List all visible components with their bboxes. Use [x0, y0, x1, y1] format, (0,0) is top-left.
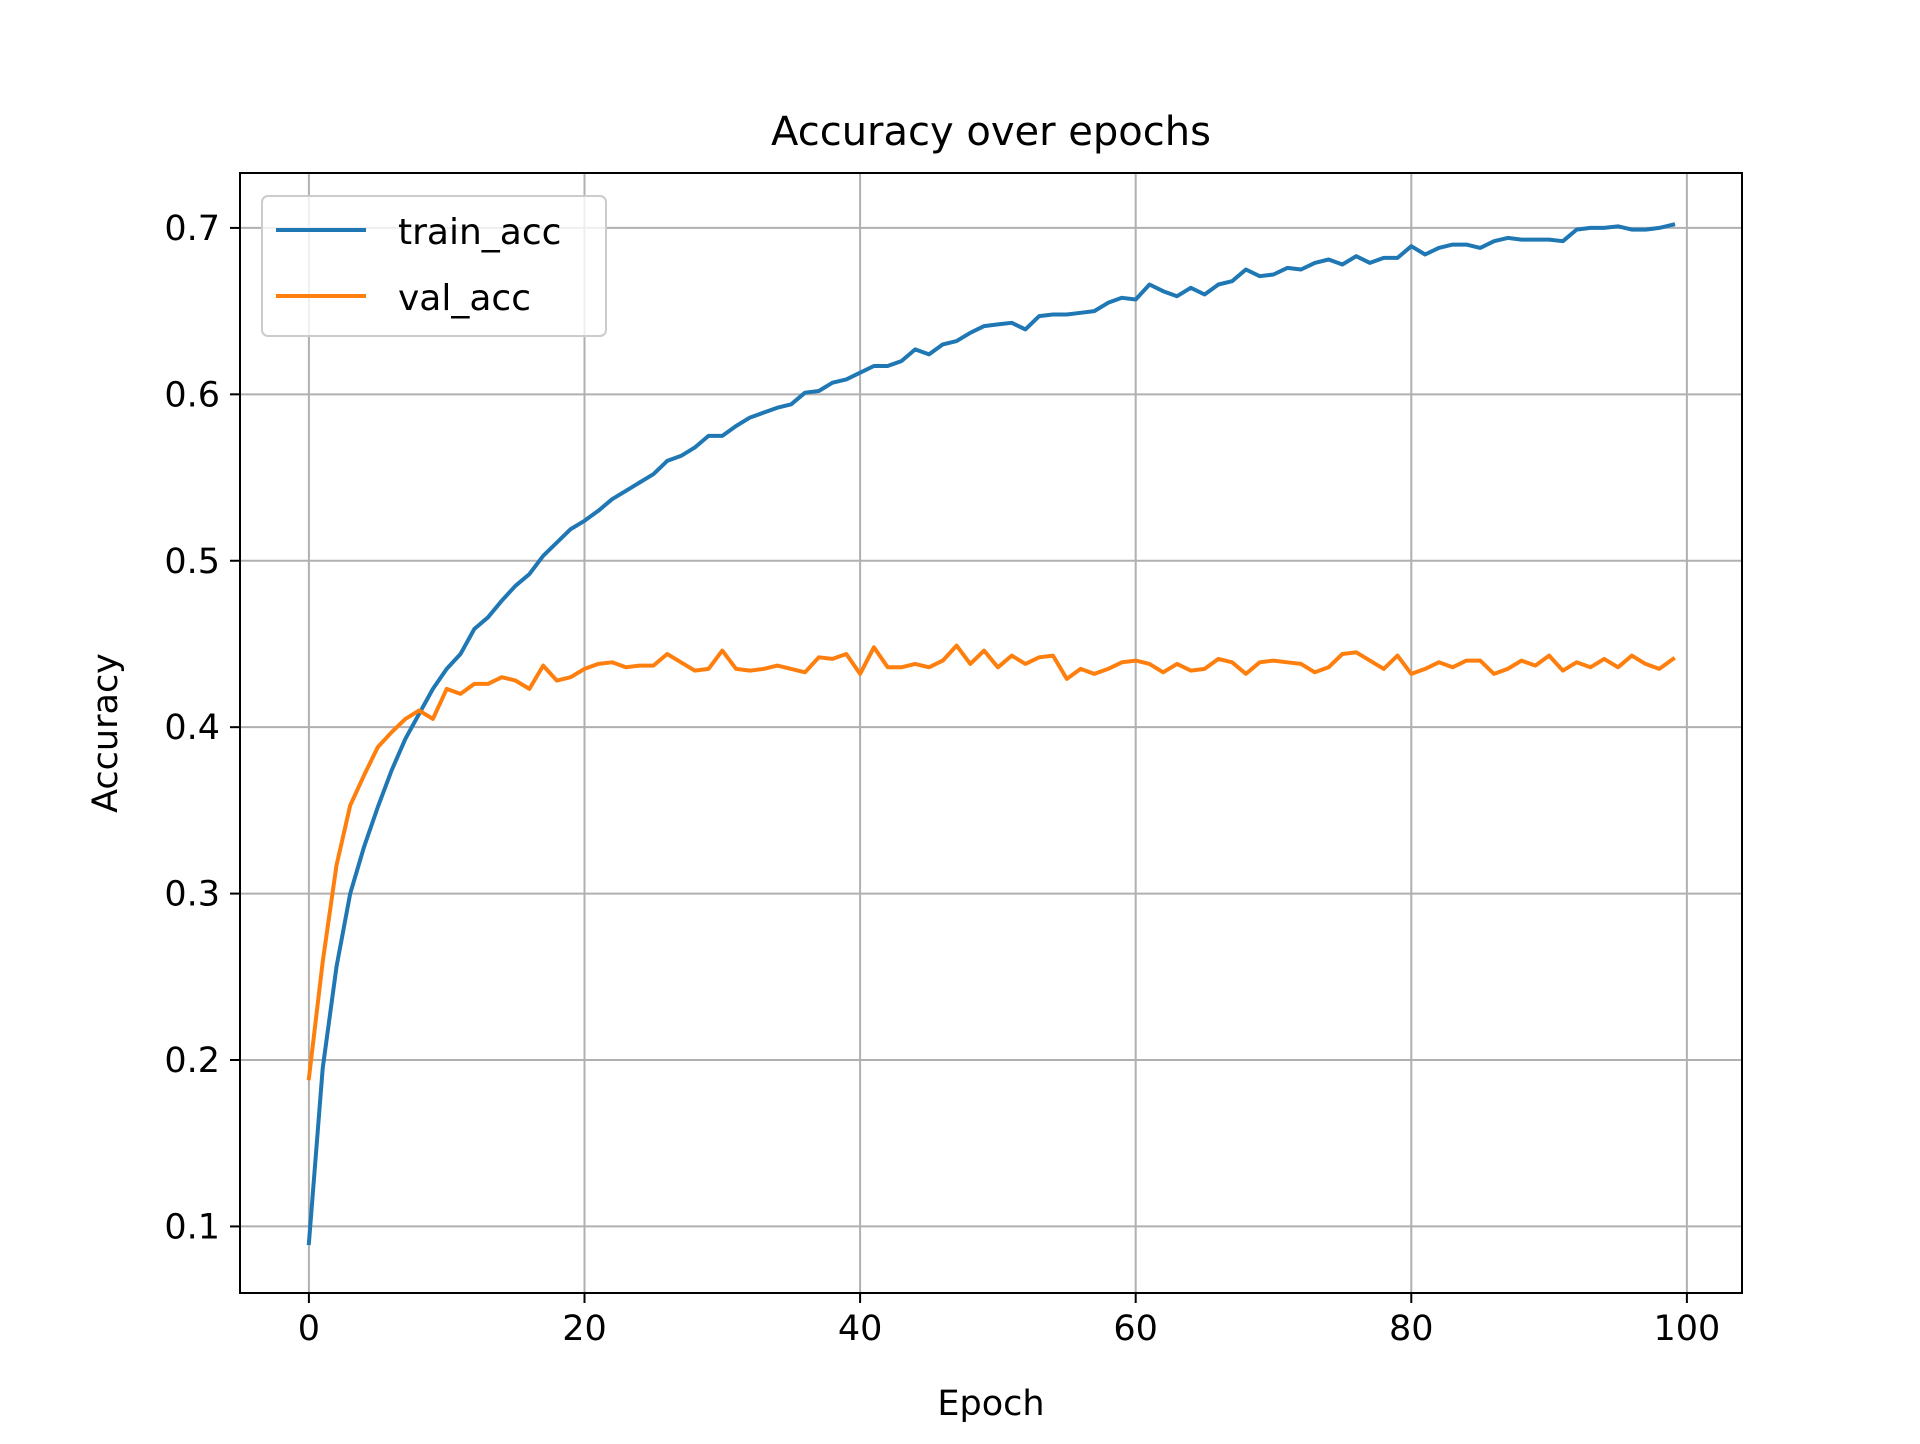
x-tick-label: 40 [838, 1309, 883, 1349]
series-line-train-acc [306, 222, 1676, 1246]
y-axis-label: Accuracy [86, 653, 126, 813]
x-tick-label: 100 [1653, 1309, 1720, 1349]
axis-ticks: 0 20 40 60 80 100 0.1 0.2 0.3 0.4 0.5 0.6 0.7 [164, 209, 1720, 1349]
y-tick-label: 0.3 [164, 875, 220, 915]
x-tick-label: 20 [562, 1309, 607, 1349]
grid-lines [240, 173, 1742, 1293]
legend-label-train-acc: train_acc [398, 212, 561, 253]
series-lines [306, 222, 1676, 1246]
legend-label-val-acc: val_acc [398, 278, 531, 319]
x-tick-label: 0 [298, 1309, 320, 1349]
x-axis-label: Epoch [937, 1384, 1044, 1424]
x-tick-label: 80 [1389, 1309, 1434, 1349]
y-tick-label: 0.5 [164, 542, 220, 582]
y-tick-label: 0.4 [164, 708, 220, 748]
y-tick-label: 0.1 [164, 1207, 220, 1247]
x-tick-label: 60 [1113, 1309, 1158, 1349]
y-tick-label: 0.6 [164, 375, 220, 415]
y-tick-label: 0.7 [164, 209, 220, 249]
legend: train_acc val_acc [261, 195, 607, 337]
plot-frame [239, 172, 1743, 1294]
series-line-val-acc [306, 643, 1676, 1081]
chart-title: Accuracy over epochs [771, 109, 1211, 155]
y-tick-label: 0.2 [164, 1041, 220, 1081]
